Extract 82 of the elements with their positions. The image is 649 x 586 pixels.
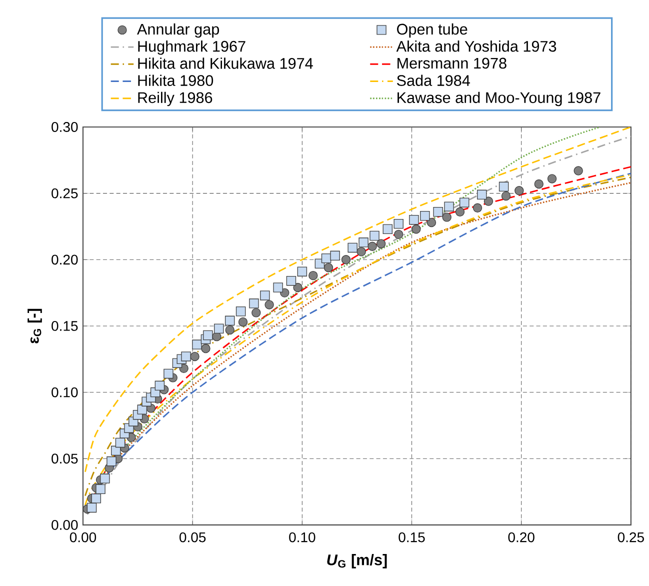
point bbox=[484, 196, 494, 206]
point bbox=[249, 298, 259, 308]
y-tick-label: 0.20 bbox=[52, 254, 78, 265]
legend-label: Akita and Yoshida 1973 bbox=[396, 40, 556, 52]
legend-label: Kawase and Moo-Young 1987 bbox=[398, 92, 600, 106]
point bbox=[444, 202, 454, 212]
point bbox=[370, 230, 380, 241]
legend-label: Hikita 1980 bbox=[138, 74, 214, 86]
point bbox=[442, 212, 452, 222]
y-tick-label: 0.25 bbox=[52, 188, 78, 198]
point bbox=[96, 484, 106, 494]
point bbox=[574, 166, 583, 176]
y-tick-label: 0.00 bbox=[52, 520, 78, 530]
y-tick-label: 0.15 bbox=[52, 321, 78, 331]
point bbox=[376, 239, 386, 248]
legend-label: Hikita and Kikukawa 1974 bbox=[138, 58, 313, 69]
point bbox=[214, 324, 224, 334]
point bbox=[455, 207, 465, 217]
point bbox=[394, 218, 404, 229]
point bbox=[236, 306, 246, 316]
point bbox=[190, 352, 200, 362]
point bbox=[225, 325, 234, 335]
x-axis-title: U$_{G}$ [m/s] bbox=[327, 554, 387, 568]
point bbox=[348, 242, 358, 253]
point bbox=[426, 218, 436, 228]
point bbox=[154, 380, 165, 391]
x-tick-label: 0.00 bbox=[70, 532, 96, 542]
legend-label: Reilly 1986 bbox=[138, 92, 212, 106]
point bbox=[201, 344, 210, 354]
point bbox=[181, 352, 191, 362]
x-tick-label: 0.20 bbox=[508, 532, 534, 542]
x-tick-label: 0.10 bbox=[289, 532, 316, 542]
point bbox=[273, 282, 283, 292]
x-tick-label: 0.15 bbox=[398, 532, 425, 542]
y-tick-label: 0.30 bbox=[52, 122, 78, 132]
point bbox=[459, 198, 470, 208]
point bbox=[472, 203, 482, 213]
legend-label: Open tube bbox=[397, 23, 468, 38]
point bbox=[498, 182, 509, 192]
point bbox=[324, 263, 334, 272]
point bbox=[382, 224, 393, 234]
legend-label: Annular gap bbox=[137, 23, 220, 38]
point bbox=[252, 308, 261, 318]
point bbox=[308, 270, 318, 280]
point bbox=[534, 179, 544, 189]
point bbox=[394, 230, 404, 240]
point bbox=[286, 276, 296, 286]
point bbox=[514, 186, 524, 196]
point bbox=[238, 317, 248, 327]
point bbox=[433, 207, 443, 217]
point bbox=[501, 191, 511, 201]
point bbox=[164, 368, 174, 379]
point bbox=[420, 211, 430, 221]
point bbox=[330, 250, 340, 261]
legend-label: Hughmark 1967 bbox=[138, 40, 246, 55]
point bbox=[224, 316, 235, 326]
y-tick-label: 0.05 bbox=[52, 454, 78, 464]
point bbox=[203, 330, 213, 340]
legend-label: Sada 1984 bbox=[396, 74, 470, 86]
y-axis-title: ε$_{G}$ [-] bbox=[28, 308, 42, 344]
x-tick-label: 0.05 bbox=[180, 532, 206, 542]
point bbox=[106, 456, 116, 466]
point bbox=[547, 174, 557, 184]
point bbox=[412, 224, 421, 234]
point bbox=[91, 494, 102, 504]
point bbox=[356, 247, 366, 256]
point bbox=[297, 266, 308, 276]
point bbox=[115, 438, 126, 448]
point bbox=[260, 290, 270, 300]
point bbox=[477, 190, 487, 200]
point bbox=[86, 502, 97, 513]
point bbox=[368, 242, 377, 252]
point bbox=[100, 474, 110, 484]
point bbox=[358, 238, 368, 248]
point bbox=[264, 300, 274, 310]
y-tick-label: 0.10 bbox=[52, 387, 78, 398]
point bbox=[293, 282, 302, 292]
point bbox=[341, 255, 351, 264]
point bbox=[409, 215, 419, 225]
point bbox=[192, 340, 202, 350]
x-tick-label: 0.25 bbox=[618, 532, 644, 542]
legend-label: Mersmann 1978 bbox=[398, 58, 506, 69]
